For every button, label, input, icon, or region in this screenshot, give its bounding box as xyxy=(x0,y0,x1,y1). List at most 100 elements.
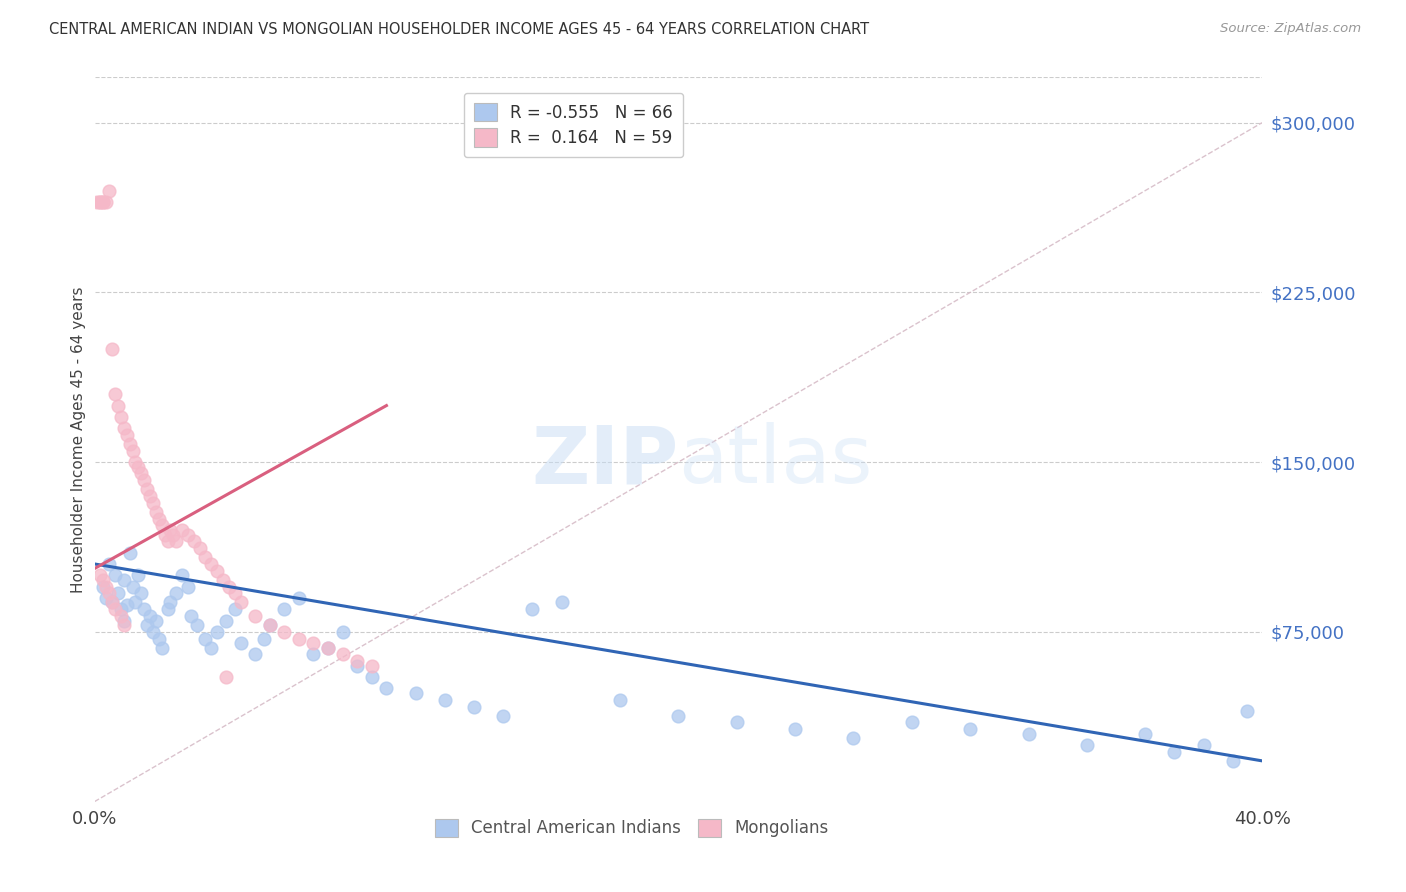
Point xyxy=(148,512,170,526)
Point xyxy=(124,595,146,609)
Point xyxy=(104,568,127,582)
Point xyxy=(243,648,266,662)
Point xyxy=(205,624,228,639)
Point xyxy=(725,715,748,730)
Point xyxy=(112,421,135,435)
Point xyxy=(107,586,129,600)
Point xyxy=(522,602,544,616)
Point xyxy=(91,194,114,209)
Point xyxy=(96,194,118,209)
Point xyxy=(1222,754,1244,768)
Point xyxy=(136,618,159,632)
Point xyxy=(150,640,173,655)
Legend: Central American Indians, Mongolians: Central American Indians, Mongolians xyxy=(427,812,835,844)
Point xyxy=(205,564,228,578)
Point xyxy=(177,580,200,594)
Point xyxy=(89,568,111,582)
Point xyxy=(110,409,132,424)
Point xyxy=(177,527,200,541)
Point xyxy=(101,342,124,356)
Point xyxy=(107,399,129,413)
Point xyxy=(194,632,217,646)
Point xyxy=(346,654,368,668)
Point xyxy=(259,618,281,632)
Point xyxy=(110,609,132,624)
Point xyxy=(156,602,179,616)
Point xyxy=(302,648,325,662)
Point xyxy=(186,618,208,632)
Point xyxy=(142,624,165,639)
Point xyxy=(112,614,135,628)
Point xyxy=(91,580,114,594)
Point xyxy=(98,586,121,600)
Text: CENTRAL AMERICAN INDIAN VS MONGOLIAN HOUSEHOLDER INCOME AGES 45 - 64 YEARS CORRE: CENTRAL AMERICAN INDIAN VS MONGOLIAN HOU… xyxy=(49,22,869,37)
Point xyxy=(104,387,127,401)
Point xyxy=(243,609,266,624)
Point xyxy=(134,602,156,616)
Point xyxy=(112,618,135,632)
Text: atlas: atlas xyxy=(678,422,873,500)
Point xyxy=(433,692,456,706)
Point xyxy=(145,614,167,628)
Point xyxy=(98,184,121,198)
Point xyxy=(136,483,159,497)
Point xyxy=(115,428,138,442)
Point xyxy=(104,602,127,616)
Point xyxy=(288,591,311,605)
Point xyxy=(118,546,141,560)
Point xyxy=(180,609,202,624)
Point xyxy=(550,595,572,609)
Point xyxy=(218,580,240,594)
Point xyxy=(101,595,124,609)
Point xyxy=(89,194,111,209)
Point xyxy=(118,437,141,451)
Point xyxy=(302,636,325,650)
Point xyxy=(98,557,121,571)
Point xyxy=(375,681,398,696)
Point xyxy=(156,534,179,549)
Point xyxy=(172,523,194,537)
Point xyxy=(150,518,173,533)
Point xyxy=(89,194,111,209)
Point xyxy=(96,580,118,594)
Point xyxy=(463,699,485,714)
Point xyxy=(115,598,138,612)
Point xyxy=(1236,704,1258,718)
Point xyxy=(139,609,162,624)
Point xyxy=(360,670,382,684)
Point xyxy=(1192,738,1215,752)
Point xyxy=(332,624,354,639)
Point xyxy=(145,505,167,519)
Point xyxy=(224,586,246,600)
Point xyxy=(129,586,152,600)
Point xyxy=(96,591,118,605)
Point xyxy=(492,708,515,723)
Point xyxy=(86,194,108,209)
Point xyxy=(112,573,135,587)
Point xyxy=(134,473,156,487)
Point xyxy=(124,455,146,469)
Point xyxy=(316,640,339,655)
Point xyxy=(121,443,143,458)
Point xyxy=(101,595,124,609)
Point xyxy=(316,640,339,655)
Point xyxy=(142,496,165,510)
Point xyxy=(162,527,184,541)
Text: ZIP: ZIP xyxy=(531,422,678,500)
Point xyxy=(405,686,427,700)
Point xyxy=(91,194,114,209)
Point xyxy=(215,670,238,684)
Point xyxy=(1135,727,1157,741)
Point xyxy=(127,459,149,474)
Point xyxy=(172,568,194,582)
Point xyxy=(159,523,181,537)
Point xyxy=(148,632,170,646)
Point xyxy=(1163,745,1185,759)
Point xyxy=(229,636,252,650)
Point xyxy=(783,722,806,736)
Point xyxy=(129,467,152,481)
Point xyxy=(153,527,176,541)
Point xyxy=(666,708,689,723)
Point xyxy=(959,722,981,736)
Point xyxy=(609,692,631,706)
